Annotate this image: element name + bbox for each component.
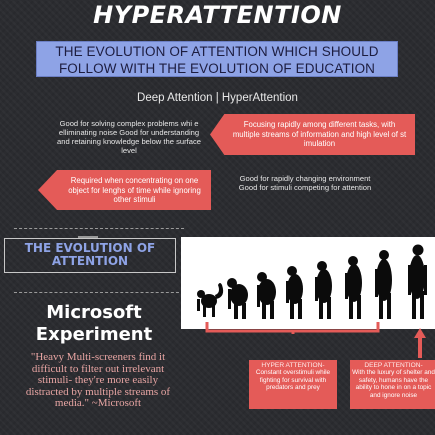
evolution-heading: THE EVOLUTION OF ATTENTION (4, 238, 176, 273)
deep-attention-box-text: With the luxury of shelter and safety, h… (352, 369, 435, 399)
monkey-silhouette (197, 283, 224, 317)
hominid-silhouette (345, 256, 362, 319)
deep-attention-box: DEEP ATTENTION- With the luxury of shelt… (350, 360, 435, 409)
hyper-attention-benefits: Good for rapidly changing environment Go… (238, 174, 372, 192)
deep-hyper-label: Deep Attention | HyperAttention (137, 92, 298, 104)
hyper-attention-box: HYPER ATTENTION- Constant overstimuli wh… (249, 360, 337, 409)
human-silhouette (408, 244, 427, 319)
microsoft-experiment-title: Microsoft Experiment (35, 302, 153, 345)
deep-attention-arrow: Required when concentrating on one objec… (38, 170, 211, 210)
section-divider (14, 292, 184, 293)
hyper-attention-box-text: Constant overstimuli while fighting for … (255, 369, 331, 392)
hyper-attention-arrow: Focusing rapidly among different tasks, … (210, 114, 415, 155)
evolution-silhouettes-image (181, 237, 435, 329)
microsoft-quote: "Heavy Multi-screeners find it difficult… (25, 351, 171, 409)
hominid-silhouette (315, 261, 332, 319)
hominid-silhouette (286, 266, 303, 319)
ape-silhouette (257, 272, 276, 319)
heading-tab (78, 236, 98, 239)
hyper-attention-bracket (205, 322, 380, 334)
deep-attention-box-title: DEEP ATTENTION- (364, 362, 423, 369)
section-divider (14, 228, 184, 229)
ape-silhouette (227, 278, 248, 319)
deep-attention-benefits: Good for solving complex problems whi e … (57, 119, 201, 155)
hyper-attention-box-title: HYPER ATTENTION- (261, 362, 325, 369)
page-title: HYPERATTENTION (93, 1, 342, 29)
arrow-up-icon (414, 328, 426, 358)
hominid-silhouette (375, 250, 392, 319)
subtitle-banner: THE EVOLUTION OF ATTENTION WHICH SHOULD … (36, 41, 398, 77)
